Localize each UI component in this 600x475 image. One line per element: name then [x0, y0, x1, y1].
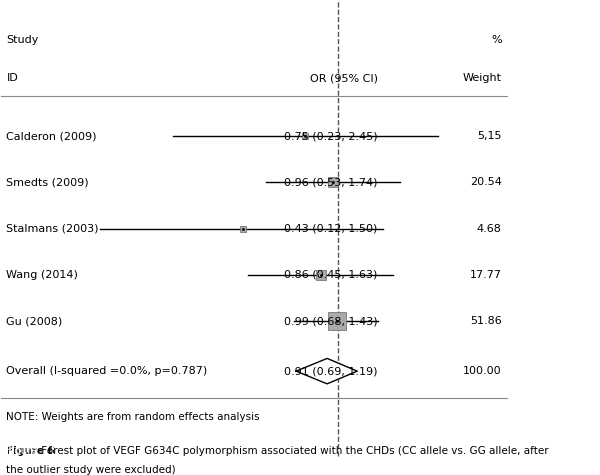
Text: Forest plot of VEGF G634C polymorphism associated with the CHDs (CC allele vs. G: Forest plot of VEGF G634C polymorphism a…: [38, 446, 549, 456]
Text: %: %: [491, 35, 502, 45]
Polygon shape: [296, 359, 357, 384]
Text: OR (95% CI): OR (95% CI): [310, 74, 378, 84]
Text: 17.77: 17.77: [470, 270, 502, 280]
Text: ID: ID: [7, 74, 18, 84]
Text: 100.00: 100.00: [463, 366, 502, 376]
Text: 0.75 (0.23, 2.45): 0.75 (0.23, 2.45): [284, 131, 378, 141]
Text: Calderon (2009): Calderon (2009): [7, 131, 97, 141]
Text: 5,15: 5,15: [477, 131, 502, 141]
Text: the outlier study were excluded): the outlier study were excluded): [7, 466, 176, 475]
Text: 0.86 (0.45, 1.63): 0.86 (0.45, 1.63): [284, 270, 378, 280]
Text: 0.96 (0.53, 1.74): 0.96 (0.53, 1.74): [284, 177, 378, 188]
Text: Overall (I-squared =0.0%, p=0.787): Overall (I-squared =0.0%, p=0.787): [7, 366, 208, 376]
Text: 4.68: 4.68: [476, 224, 502, 234]
Text: Gu (2008): Gu (2008): [7, 316, 62, 326]
Text: 0.91 (0.69, 1.19): 0.91 (0.69, 1.19): [284, 366, 378, 376]
Text: NOTE: Weights are from random effects analysis: NOTE: Weights are from random effects an…: [7, 412, 260, 422]
Text: 0.43 (0.12, 1.50): 0.43 (0.12, 1.50): [284, 224, 378, 234]
Text: 20.54: 20.54: [470, 177, 502, 188]
Text: Figure 6 Forest plot of VEGF G634C polymorphism associated with the CHDs (CC all: Figure 6 Forest plot of VEGF G634C polym…: [7, 446, 559, 456]
Text: Study: Study: [7, 35, 39, 45]
Text: Wang (2014): Wang (2014): [7, 270, 79, 280]
Text: Weight: Weight: [463, 74, 502, 84]
Text: Stalmans (2003): Stalmans (2003): [7, 224, 99, 234]
Text: Smedts (2009): Smedts (2009): [7, 177, 89, 188]
Text: 0.99 (0.68, 1.43): 0.99 (0.68, 1.43): [284, 316, 378, 326]
Text: Figure 6: Figure 6: [7, 446, 55, 456]
Text: 51.86: 51.86: [470, 316, 502, 326]
